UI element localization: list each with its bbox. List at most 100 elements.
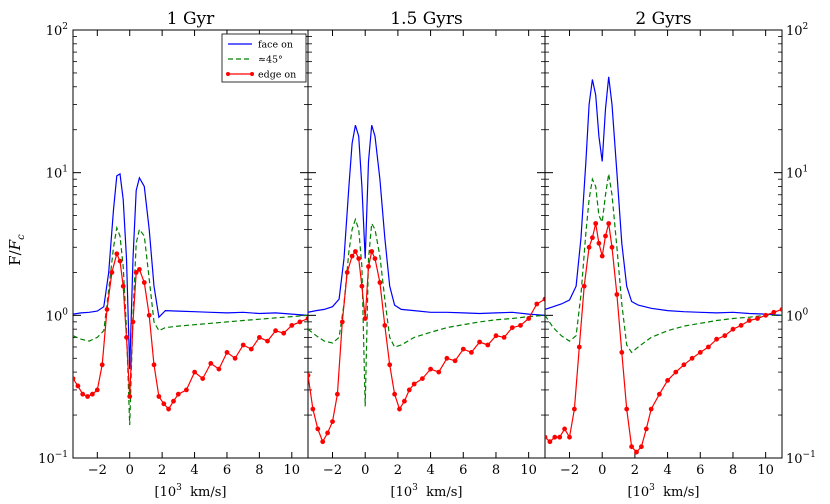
data-point (614, 292, 620, 297)
x-tick-label: 2 (158, 463, 166, 478)
x-tick-label: 4 (663, 463, 671, 478)
data-point (369, 249, 375, 254)
panel-title: 1.5 Gyrs (390, 9, 462, 29)
data-point (366, 264, 371, 269)
x-tick-label: −2 (323, 463, 342, 478)
data-point (581, 283, 587, 289)
data-point (109, 270, 115, 275)
panel-frame (544, 29, 783, 459)
x-tick-label: 2 (631, 463, 639, 478)
y-tick-label: 102 (46, 22, 68, 39)
series-line-deg45 (73, 225, 308, 426)
x-tick-label: 0 (126, 463, 134, 478)
data-point (428, 366, 434, 372)
data-point (603, 233, 608, 239)
data-point (460, 346, 466, 352)
data-point (377, 280, 383, 285)
panel-frame (307, 29, 546, 459)
data-point (526, 316, 532, 321)
data-point (166, 406, 172, 412)
data-point (586, 244, 592, 250)
data-point (156, 394, 162, 399)
data-point (509, 325, 515, 331)
data-point (657, 391, 662, 397)
data-point (281, 330, 287, 336)
data-point (387, 362, 393, 368)
data-point (444, 355, 450, 361)
data-point (133, 270, 139, 275)
legend: face on ≈45° edge on (221, 33, 307, 83)
legend-label: face on (258, 40, 293, 51)
data-point (738, 323, 744, 328)
data-point (599, 253, 605, 259)
data-point (567, 434, 572, 440)
legend-marker (250, 72, 254, 76)
data-point (572, 406, 577, 412)
data-point (562, 426, 567, 432)
series-line-deg45 (545, 173, 782, 354)
data-point (325, 430, 331, 436)
y-tick-label: 10−1 (786, 450, 816, 467)
series-line-edge-on (545, 223, 782, 453)
data-point (200, 376, 206, 382)
data-point (545, 434, 548, 440)
x-tick-label: 6 (696, 463, 704, 478)
data-point (406, 387, 412, 393)
data-point (339, 319, 345, 325)
data-point (94, 387, 100, 393)
data-point (706, 344, 711, 350)
y-tick-label: 102 (786, 22, 808, 39)
data-point (335, 391, 340, 397)
data-point (137, 267, 142, 272)
data-point (372, 256, 378, 262)
data-point (344, 270, 350, 275)
data-point (356, 256, 362, 262)
data-point (722, 333, 728, 339)
x-tick-label: −2 (88, 463, 107, 478)
panel-3: 2 Gyrs −2 0 2 4 6 8 10 [103 km/s] (544, 9, 783, 500)
data-point (104, 307, 110, 312)
x-tick-label: 4 (426, 463, 434, 478)
panel-1: 1 Gyr −2 0 2 4 6 8 10 [103 km/s] (72, 9, 309, 500)
data-point (557, 434, 563, 440)
series-line-face-on (308, 125, 545, 316)
x-tick-label: 2 (394, 463, 402, 478)
data-point (232, 355, 238, 361)
data-point (171, 398, 176, 404)
data-point (547, 439, 553, 445)
data-point (469, 350, 474, 355)
data-point (420, 376, 425, 382)
data-point (320, 439, 326, 445)
data-point (593, 221, 599, 226)
series-line-deg45 (308, 217, 545, 407)
data-point (763, 312, 769, 318)
data-point (192, 369, 198, 375)
series-group (545, 76, 782, 455)
legend-label: edge on (258, 70, 296, 81)
data-point (161, 401, 167, 407)
data-point (117, 258, 123, 264)
series-group (73, 172, 308, 426)
data-point (730, 326, 736, 332)
data-point (771, 309, 777, 315)
x-tick-label: 6 (459, 463, 467, 478)
data-point (124, 335, 129, 340)
data-point (80, 391, 86, 397)
data-point (257, 335, 262, 340)
data-point (184, 387, 189, 393)
data-point (362, 316, 368, 321)
x-tick-label: 0 (598, 463, 606, 478)
data-point (146, 312, 152, 318)
data-point (315, 426, 321, 432)
data-point (485, 342, 491, 348)
data-point (141, 280, 147, 285)
series-group (308, 125, 545, 445)
legend-label: ≈45° (258, 55, 283, 66)
y-tick-label: 100 (786, 307, 809, 324)
data-point (273, 328, 279, 334)
panel-title: 2 Gyrs (635, 9, 691, 29)
data-point (624, 406, 630, 412)
data-point (755, 316, 760, 321)
y-axis-label: F/Fc (6, 234, 27, 266)
x-tick-label: 8 (255, 463, 263, 478)
